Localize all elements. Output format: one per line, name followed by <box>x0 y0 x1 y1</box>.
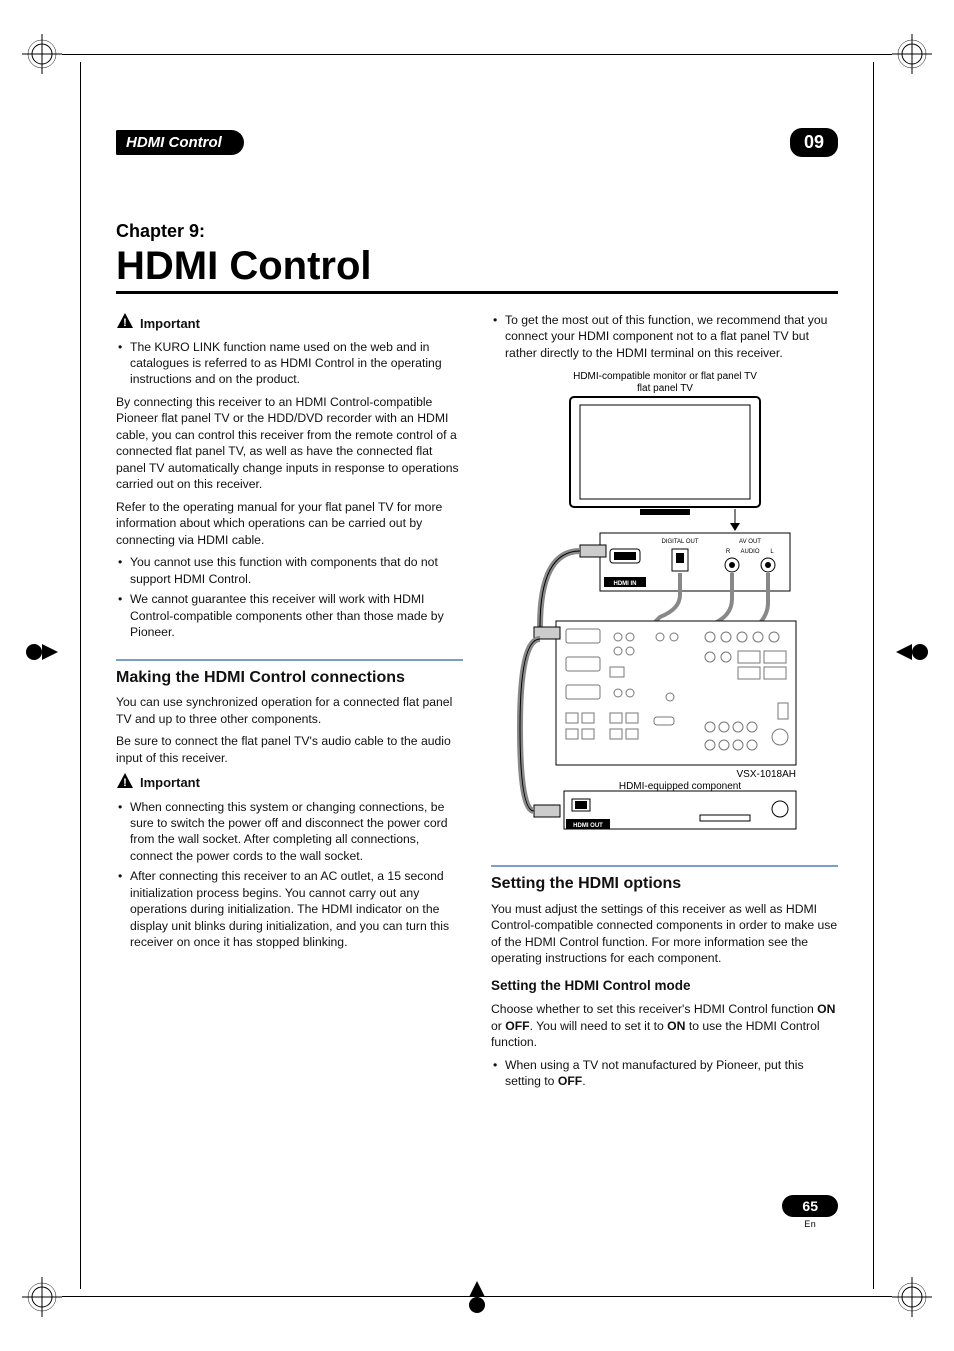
bullet-list: The KURO LINK function name used on the … <box>116 339 463 388</box>
content-area: HDMI Control 09 Chapter 9: HDMI Control … <box>116 128 838 1223</box>
registration-mark-icon <box>892 1277 932 1317</box>
body-paragraph: Refer to the operating manual for your f… <box>116 499 463 548</box>
header-section-number: 09 <box>790 128 838 157</box>
registration-mark-icon <box>22 34 62 74</box>
body-columns: ! Important The KURO LINK function name … <box>116 308 838 1093</box>
crop-line <box>873 62 874 1289</box>
svg-text:VSX-1018AH: VSX-1018AH <box>736 769 795 780</box>
chapter-label: Chapter 9: <box>116 221 838 242</box>
bold-on: ON <box>667 1019 685 1033</box>
body-paragraph: By connecting this receiver to an HDMI C… <box>116 394 463 493</box>
bullet-list: You cannot use this function with compon… <box>116 554 463 640</box>
list-item: To get the most out of this function, we… <box>505 312 838 361</box>
svg-text:AV OUT: AV OUT <box>739 539 761 545</box>
text-run: . <box>582 1074 585 1088</box>
svg-text:AUDIO: AUDIO <box>740 549 759 555</box>
important-callout: ! Important <box>116 772 463 795</box>
section-heading: Making the HDMI Control connections <box>116 667 463 689</box>
important-callout: ! Important <box>116 312 463 335</box>
bold-off: OFF <box>505 1019 529 1033</box>
crop-line <box>62 54 892 55</box>
header-section-title: HDMI Control <box>116 130 244 155</box>
registration-arrow-icon <box>892 632 932 672</box>
list-item: You cannot use this function with compon… <box>130 554 463 587</box>
svg-text:flat panel TV: flat panel TV <box>637 383 693 394</box>
text-run: When using a TV not manufactured by Pion… <box>505 1058 804 1088</box>
bullet-list: When connecting this system or changing … <box>116 799 463 951</box>
list-item: The KURO LINK function name used on the … <box>130 339 463 388</box>
page-header: HDMI Control 09 <box>116 128 838 157</box>
bold-on: ON <box>817 1002 835 1016</box>
crop-line <box>62 1296 892 1297</box>
svg-text:HDMI OUT: HDMI OUT <box>573 823 603 829</box>
important-label: Important <box>140 315 200 333</box>
text-run: . You will need to set it to <box>530 1019 668 1033</box>
section-heading: Setting the HDMI options <box>491 873 838 895</box>
svg-text:DIGITAL OUT: DIGITAL OUT <box>661 539 698 545</box>
bold-off: OFF <box>558 1074 582 1088</box>
body-paragraph: You must adjust the settings of this rec… <box>491 901 838 967</box>
section-rule <box>116 659 463 661</box>
subsection-heading: Setting the HDMI Control mode <box>491 977 838 995</box>
registration-mark-icon <box>22 1277 62 1317</box>
registration-arrow-icon <box>22 632 62 672</box>
page-language: En <box>782 1219 838 1229</box>
list-item: We cannot guarantee this receiver will w… <box>130 591 463 640</box>
right-column: To get the most out of this function, we… <box>491 308 838 1093</box>
registration-arrow-icon <box>457 1277 497 1317</box>
bullet-list: When using a TV not manufactured by Pion… <box>491 1057 838 1090</box>
important-label: Important <box>140 774 200 792</box>
diagram-caption: HDMI-compatible monitor or flat panel TV <box>573 371 757 382</box>
body-paragraph: Be sure to connect the flat panel TV's a… <box>116 733 463 766</box>
list-item: When using a TV not manufactured by Pion… <box>505 1057 838 1090</box>
svg-text:!: ! <box>123 317 127 329</box>
registration-mark-icon <box>892 34 932 74</box>
svg-text:HDMI-equipped component: HDMI-equipped component <box>618 781 741 792</box>
warning-icon: ! <box>116 312 134 335</box>
crop-line <box>80 62 81 1289</box>
section-rule <box>491 865 838 867</box>
svg-text:R: R <box>725 549 730 555</box>
page-number: 65 <box>782 1195 838 1217</box>
chapter-title: HDMI Control <box>116 244 838 289</box>
list-item: When connecting this system or changing … <box>130 799 463 865</box>
connection-diagram: HDMI-compatible monitor or flat panel TV… <box>491 367 838 847</box>
bullet-list: To get the most out of this function, we… <box>491 312 838 361</box>
page-footer: 65 En <box>782 1195 838 1229</box>
body-paragraph: Choose whether to set this receiver's HD… <box>491 1001 838 1050</box>
text-run: Choose whether to set this receiver's HD… <box>491 1002 817 1016</box>
svg-text:HDMI IN: HDMI IN <box>613 581 636 587</box>
body-paragraph: You can use synchronized operation for a… <box>116 694 463 727</box>
heading-rule <box>116 291 838 294</box>
left-column: ! Important The KURO LINK function name … <box>116 308 463 1093</box>
list-item: After connecting this receiver to an AC … <box>130 868 463 950</box>
text-run: or <box>491 1019 505 1033</box>
page-root: HDMI Control 09 Chapter 9: HDMI Control … <box>0 0 954 1351</box>
warning-icon: ! <box>116 772 134 795</box>
chapter-heading: Chapter 9: HDMI Control <box>116 221 838 294</box>
svg-text:!: ! <box>123 777 127 789</box>
